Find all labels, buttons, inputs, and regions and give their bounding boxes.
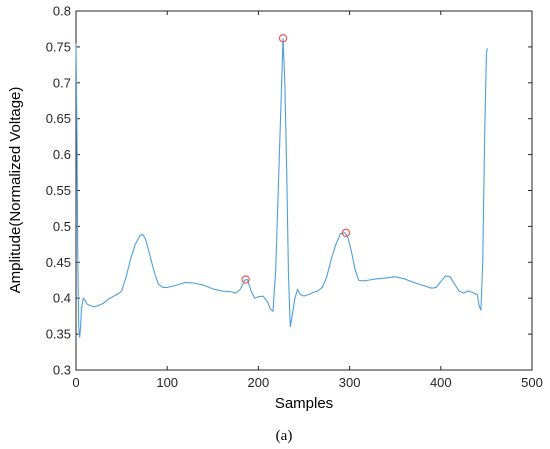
x-axis-title: Samples xyxy=(275,395,333,412)
y-tick-label: 0.3 xyxy=(53,363,71,378)
y-tick-label: 0.65 xyxy=(46,111,71,126)
x-axis: 0 100 200 300 400 500 xyxy=(72,11,543,390)
peak-marker xyxy=(341,228,351,238)
x-tick-label: 500 xyxy=(521,375,543,390)
peak-marker xyxy=(241,275,250,284)
y-axis: 0.3 0.35 0.4 0.45 0.5 0.55 0.6 0.65 0.7 0.75 0.8 xyxy=(46,4,532,378)
y-tick-label: 0.75 xyxy=(46,39,71,54)
y-tick-label: 0.45 xyxy=(46,255,71,270)
y-tick-label: 0.7 xyxy=(53,75,71,90)
series-line xyxy=(75,38,488,338)
x-tick-label: 200 xyxy=(248,375,270,390)
y-axis-title: Amplitude(Normalized Voltage) xyxy=(7,87,24,294)
y-tick-label: 0.4 xyxy=(53,291,71,306)
x-tick-label: 400 xyxy=(430,375,452,390)
y-tick-label: 0.6 xyxy=(53,147,71,162)
peak-markers xyxy=(241,34,351,284)
y-tick-label: 0.35 xyxy=(46,327,71,342)
x-tick-label: 0 xyxy=(72,375,79,390)
figure-caption: (a) xyxy=(276,428,293,444)
peak-marker xyxy=(278,34,288,43)
y-tick-label: 0.55 xyxy=(46,183,71,198)
y-tick-label: 0.8 xyxy=(53,4,71,19)
x-tick-label: 100 xyxy=(156,375,178,390)
plot-area xyxy=(75,10,533,371)
x-tick-label: 300 xyxy=(339,375,361,390)
y-tick-label: 0.5 xyxy=(53,219,71,234)
